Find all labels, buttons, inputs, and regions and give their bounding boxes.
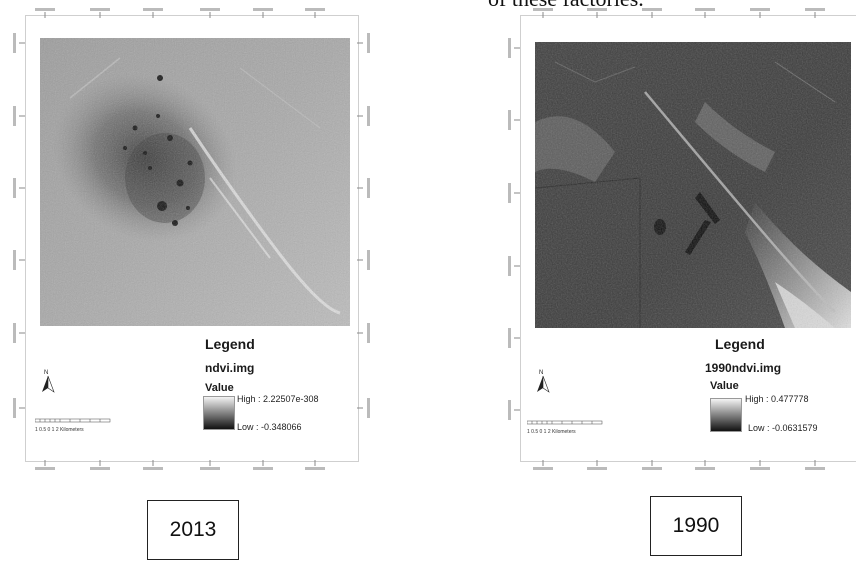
legend-value-label: Value [205,382,234,394]
legend-low-label: Low : -0.0631579 [748,423,818,433]
coordinate-ticks [508,8,825,470]
legend-layer-name: 1990ndvi.img [705,361,782,375]
legend-high-label: High : 0.477778 [745,394,809,404]
legend-layer-name: ndvi.img [205,361,255,375]
scale-bar: 1 0.5 0 1 2 Kilometers [526,418,657,441]
north-label: N [539,370,543,376]
scale-bar-label: 1 0.5 0 1 2 Kilometers [35,427,84,433]
legend-title: Legend [205,336,255,352]
map-panel-2013: Legend ndvi.img Value High : 2.22507e-30… [5,8,383,470]
legend-high-label: High : 2.22507e-308 [237,394,319,404]
coordinate-ticks [13,8,370,470]
ndvi-raster-image [40,38,350,326]
north-arrow-icon: N [533,366,553,393]
1990ndvi-raster-image [535,42,851,328]
map-panel-1990: Legend 1990ndvi.img Value High : 0.47777… [505,8,856,470]
north-arrow-icon: N [38,366,58,393]
legend-color-ramp [203,396,235,430]
legend-low-label: Low : -0.348066 [237,422,302,432]
year-label-1990: 1990 [650,496,742,556]
legend-value-label: Value [710,380,739,392]
legend-title: Legend [715,336,765,352]
legend-color-ramp [710,398,742,432]
page-caption: of these factories. [488,0,728,12]
north-label: N [44,370,48,376]
year-label-2013: 2013 [147,500,239,560]
scale-bar: 1 0.5 0 1 2 Kilometers [34,416,165,439]
scale-bar-label: 1 0.5 0 1 2 Kilometers [527,429,576,435]
